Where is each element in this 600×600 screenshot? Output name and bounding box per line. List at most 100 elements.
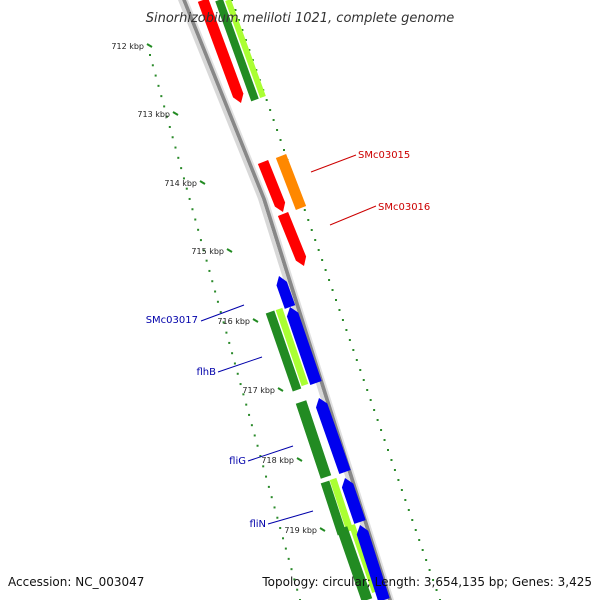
outer-dot [359, 369, 362, 371]
outer-dot [418, 539, 421, 541]
outer-dot [324, 269, 327, 271]
ruler-dot [182, 177, 185, 180]
gene-label-smc03015[interactable]: SMc03015 [358, 150, 410, 161]
ruler-dot [216, 300, 219, 303]
gene-green-bottom [336, 526, 373, 600]
ruler-dot [208, 269, 211, 272]
leader-line [329, 205, 377, 226]
tick-label: 718 kbp [261, 456, 294, 465]
ruler-dot [211, 280, 214, 283]
tick-mark [319, 527, 326, 532]
tick-label: 716 kbp [217, 317, 250, 326]
ruler-dot [284, 547, 287, 550]
gene-label-flhb[interactable]: flhB [197, 367, 217, 378]
ruler-dot [228, 341, 231, 344]
gene-blue-flig [315, 398, 351, 474]
outer-dot [341, 319, 344, 321]
outer-dot [231, 0, 233, 1]
tick-mark [172, 111, 179, 116]
ruler-dot [279, 527, 282, 530]
gene-blue-flin [341, 478, 366, 524]
gene-green-top [215, 0, 259, 102]
ruler-dot [273, 506, 276, 509]
outer-dot [355, 359, 358, 361]
outer-dot [314, 239, 317, 241]
ruler-dot [194, 218, 197, 221]
outer-dot [269, 109, 272, 111]
outer-dot [248, 49, 251, 51]
outer-dot [276, 129, 279, 131]
ruler-dot [231, 352, 234, 355]
ruler-dot [219, 311, 222, 314]
outer-dot [310, 229, 313, 231]
outer-dot [265, 99, 268, 101]
ruler-dot [149, 54, 151, 56]
gene-green-flig [295, 400, 332, 479]
ruler-dot [253, 434, 256, 437]
gene-label-flig[interactable]: fliG [229, 456, 246, 467]
outer-dot [283, 149, 285, 151]
ruler-dot [197, 228, 200, 231]
ruler-dot [154, 74, 157, 77]
outer-dot [237, 19, 240, 21]
outer-dot [321, 259, 324, 261]
ruler-dot [168, 125, 171, 128]
outer-dot [400, 489, 403, 491]
leader-line [247, 445, 294, 462]
ruler-dot [151, 64, 154, 67]
leader-line [217, 356, 263, 373]
ruler-dot [282, 537, 285, 540]
gene-red-smc03016 [277, 211, 307, 266]
outer-dot [428, 569, 431, 571]
ruler-dot [233, 362, 236, 365]
gene-label-smc03016[interactable]: SMc03016 [378, 202, 430, 213]
outer-dot [345, 329, 348, 331]
ruler-dot [256, 444, 259, 447]
ruler-dot [287, 557, 290, 560]
gene-orange-smc03015 [275, 154, 307, 210]
tick-label: 715 kbp [191, 247, 224, 256]
ruler-dot [236, 372, 239, 375]
outer-dot [362, 379, 365, 381]
ruler-dot [222, 321, 225, 324]
gene-label-flin[interactable]: fliN [249, 519, 266, 530]
ruler-dot [165, 115, 168, 118]
ruler-dot [191, 208, 194, 211]
gene-lightgreen-flin [329, 477, 354, 533]
tick-label: 714 kbp [164, 179, 197, 188]
leader-lines [200, 154, 377, 525]
outer-dot [279, 139, 282, 141]
outer-dot [317, 249, 320, 251]
tick-mark [199, 180, 206, 185]
outer-dot [272, 119, 275, 121]
gene-label-smc03017[interactable]: SMc03017 [146, 315, 198, 326]
ruler-dot [290, 568, 293, 571]
ruler-dot [174, 146, 177, 149]
outer-dot [414, 529, 417, 531]
tick-mark [296, 457, 303, 462]
ruler-dot [225, 331, 228, 334]
ruler-dot [202, 249, 205, 252]
tick-label: 717 kbp [242, 386, 275, 395]
outer-dot [376, 419, 379, 421]
ruler-dot [214, 290, 217, 293]
outer-dot [432, 579, 435, 581]
outer-dot [331, 289, 334, 291]
outer-dot [338, 309, 341, 311]
tick-mark [252, 318, 259, 323]
accession-text: Accession: NC_003047 [8, 575, 144, 589]
outer-dot [244, 39, 247, 41]
ruler-dot [242, 393, 245, 396]
gene-green-flhb [265, 310, 302, 392]
ruler-dot [270, 496, 273, 499]
outer-dot [303, 209, 306, 211]
map-title: Sinorhizobium meliloti 1021, complete ge… [146, 11, 455, 26]
ruler-dot [262, 465, 265, 468]
backbone-shadow [186, 0, 394, 600]
outer-dot [383, 439, 386, 441]
ruler-dot [250, 424, 253, 427]
ruler-dot [296, 588, 299, 591]
outer-dot [366, 389, 369, 391]
outer-dot [373, 409, 376, 411]
